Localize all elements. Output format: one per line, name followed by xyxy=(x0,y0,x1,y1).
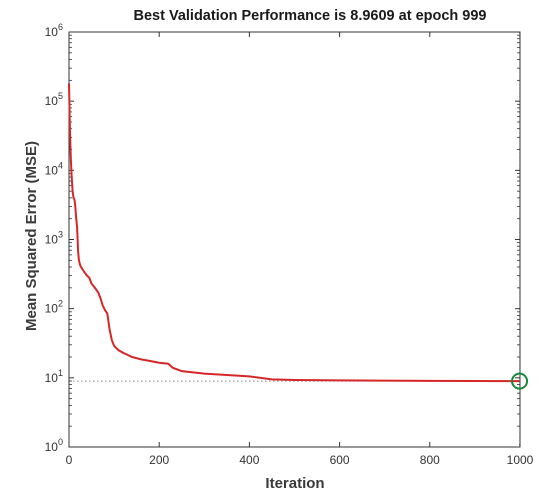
x-tick-label: 0 xyxy=(66,453,73,467)
y-tick-label: 102 xyxy=(45,299,63,316)
best-guides xyxy=(69,32,521,447)
chart-title: Best Validation Performance is 8.9609 at… xyxy=(134,8,487,24)
y-tick-label: 103 xyxy=(45,230,63,247)
x-tick-label: 200 xyxy=(149,453,169,467)
x-tick-label: 800 xyxy=(420,453,440,467)
y-tick-label: 104 xyxy=(45,160,63,177)
y-tick-label: 105 xyxy=(45,91,63,108)
series-line xyxy=(68,83,520,383)
x-axis-ticks: 0 200 400 600 800 1000 xyxy=(66,32,534,467)
y-tick-label: 100 xyxy=(45,437,63,454)
y-tick-label: 101 xyxy=(45,368,63,385)
y-axis-ticks: 100 101 102 103 104 105 106 xyxy=(45,22,520,454)
plot-area: 0 200 400 600 800 1000 100 101 102 103 104 105 106 xyxy=(45,22,534,467)
x-tick-label: 1000 xyxy=(507,453,534,467)
plot-frame xyxy=(68,31,521,448)
y-axis-label: Mean Squared Error (MSE) xyxy=(23,141,40,331)
y-tick-label: 106 xyxy=(45,22,63,39)
x-tick-label: 400 xyxy=(239,453,259,467)
x-tick-label: 600 xyxy=(330,453,350,467)
x-axis-label: Iteration xyxy=(265,475,324,492)
best-marker xyxy=(511,372,529,390)
